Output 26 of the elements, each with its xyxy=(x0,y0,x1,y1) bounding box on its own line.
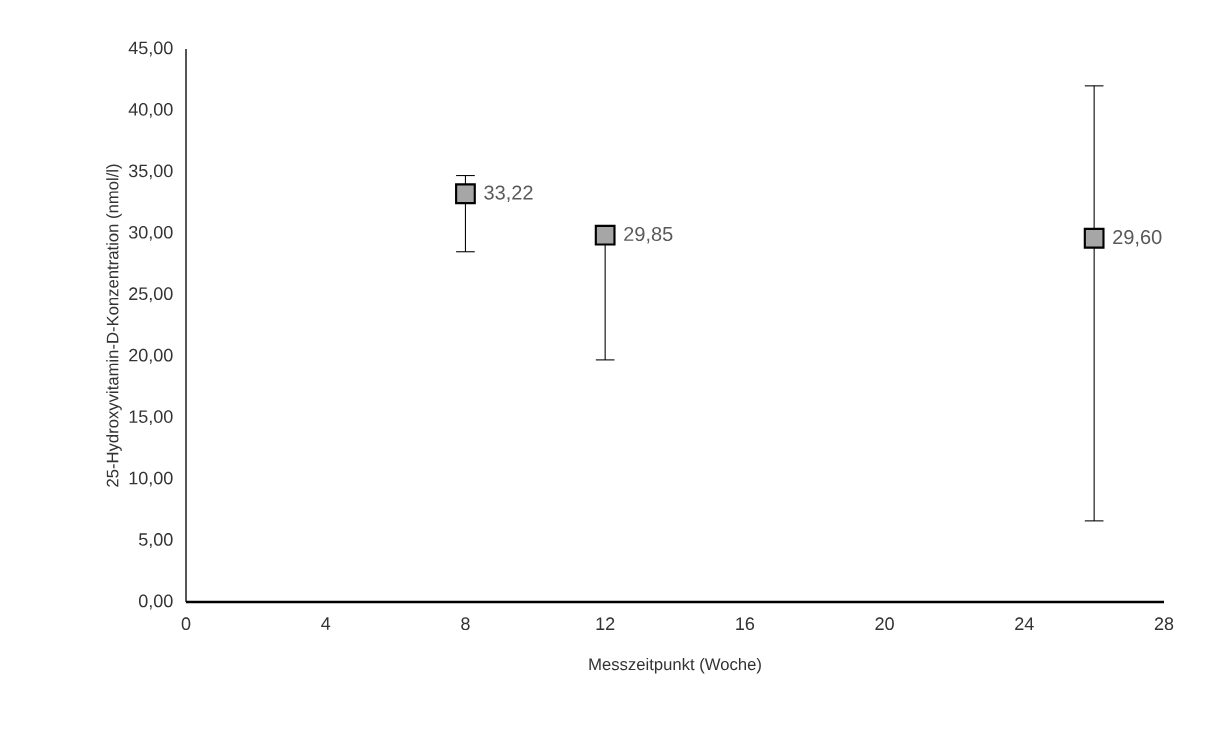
y-tick-label: 45,00 xyxy=(128,41,173,57)
x-tick-label: 20 xyxy=(875,617,894,631)
y-tick-label: 15,00 xyxy=(129,410,173,426)
x-tick-label: 16 xyxy=(736,617,755,631)
point xyxy=(1083,227,1105,249)
y-tick-label: 0,00 xyxy=(138,594,173,610)
y-axis-title: 25-Hydroxyvitamin-D-Konzentration (nmol/l) xyxy=(106,164,122,487)
point xyxy=(455,183,476,205)
x-tick-label: 8 xyxy=(461,617,470,631)
y-tick-label: 35,00 xyxy=(128,164,173,180)
x-tick-label: 24 xyxy=(1015,617,1034,630)
x-tick-label: 12 xyxy=(596,617,615,630)
y-tick-label: 30,00 xyxy=(128,225,173,241)
y-tick-label: 40,00 xyxy=(128,103,173,118)
x-tick-label: 0 xyxy=(181,617,191,631)
y-tick-label: 10,00 xyxy=(129,471,173,487)
data-label: 29,85 xyxy=(624,226,673,244)
y-tick-label: 25,00 xyxy=(129,287,173,303)
data-label: 33,22 xyxy=(484,185,533,203)
data-label: 29,60 xyxy=(1113,229,1162,247)
y-tick-label: 5,00 xyxy=(138,533,173,548)
x-tick-label: 28 xyxy=(1154,617,1174,631)
x-tick-label: 4 xyxy=(321,617,331,630)
x-axis-title: Messzeitpunkt (Woche) xyxy=(589,657,761,674)
point xyxy=(594,224,616,246)
y-tick-label: 20,00 xyxy=(129,348,173,364)
